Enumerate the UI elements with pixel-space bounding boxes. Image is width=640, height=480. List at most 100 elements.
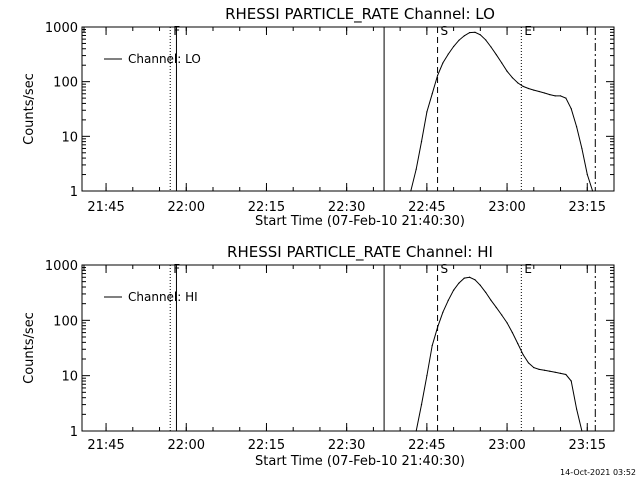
data-point xyxy=(549,93,551,96)
y-tick-label: 1 xyxy=(70,425,78,440)
data-point xyxy=(511,77,514,79)
data-point xyxy=(431,344,433,347)
x-tick-label: 22:45 xyxy=(408,200,445,215)
data-point xyxy=(522,85,524,87)
x-axis-label: Start Time (07-Feb-10 21:40:30) xyxy=(255,214,465,229)
data-point xyxy=(458,39,460,41)
data-point xyxy=(452,289,455,291)
data-point xyxy=(495,54,497,56)
data-point xyxy=(543,369,546,371)
data-point xyxy=(479,34,481,36)
data-point xyxy=(533,89,535,91)
data-point xyxy=(442,62,444,64)
data-point xyxy=(527,362,530,364)
data-point xyxy=(458,282,460,284)
data-point xyxy=(426,375,428,377)
data-point xyxy=(501,62,503,64)
data-point xyxy=(474,31,476,33)
data-point xyxy=(447,299,449,301)
data-point xyxy=(474,279,476,281)
data-point xyxy=(522,354,524,356)
data-point xyxy=(420,403,423,406)
data-point xyxy=(442,311,444,313)
data-point xyxy=(581,430,583,432)
chart-panel-2: RHESSI PARTICLE_RATE Channel: HI Counts/s… xyxy=(22,243,615,469)
chart-title: RHESSI PARTICLE_RATE Channel: HI xyxy=(227,243,493,262)
x-tick-label: 23:00 xyxy=(488,200,525,215)
data-point xyxy=(501,314,503,316)
x-tick-label: 22:00 xyxy=(168,200,205,215)
marker-label: E xyxy=(524,24,532,38)
y-tick-label: 10 xyxy=(61,130,78,145)
x-tick-label: 22:15 xyxy=(248,438,285,453)
data-point xyxy=(575,408,578,410)
data-point xyxy=(506,70,508,72)
data-point xyxy=(420,141,423,143)
x-tick-label: 22:30 xyxy=(328,438,365,453)
footer-timestamp: 14-Oct-2021 03:52 xyxy=(560,468,636,477)
data-point xyxy=(452,45,455,48)
data-point xyxy=(415,168,417,170)
y-tick-label: 1000 xyxy=(45,259,78,274)
plot-frame xyxy=(81,26,615,192)
data-point xyxy=(447,53,449,55)
legend-label: Channel: HI xyxy=(128,290,198,304)
data-point xyxy=(517,342,519,345)
data-point xyxy=(549,370,551,372)
data-point xyxy=(410,190,412,192)
data-point xyxy=(485,39,487,41)
series-line xyxy=(415,276,583,432)
data-point xyxy=(490,299,492,301)
data-point xyxy=(463,277,465,279)
y-tick-label: 1000 xyxy=(45,21,78,36)
data-point xyxy=(469,31,471,34)
data-point xyxy=(517,82,519,84)
x-tick-label: 21:45 xyxy=(87,200,124,215)
plot-frame xyxy=(81,264,615,432)
data-point xyxy=(565,373,567,376)
x-tick-label: 23:00 xyxy=(488,438,525,453)
data-point xyxy=(485,291,487,293)
y-tick-label: 100 xyxy=(53,76,78,91)
data-point xyxy=(554,95,556,97)
data-point xyxy=(586,173,588,176)
x-axis-label: Start Time (07-Feb-10 21:40:30) xyxy=(255,454,465,469)
x-tick-label: 23:15 xyxy=(569,438,606,453)
data-point xyxy=(495,306,497,309)
chart-panel-1: RHESSI PARTICLE_RATE Channel: LO Counts/s… xyxy=(22,5,615,229)
chart-title: RHESSI PARTICLE_RATE Channel: LO xyxy=(225,5,495,24)
data-point xyxy=(506,322,508,324)
y-tick-label: 100 xyxy=(53,314,78,329)
legend-label: Channel: LO xyxy=(128,52,201,66)
data-point xyxy=(559,95,562,97)
x-tick-label: 23:15 xyxy=(569,200,606,215)
data-point xyxy=(538,90,540,93)
data-point xyxy=(570,108,572,110)
data-point xyxy=(538,368,540,370)
data-point xyxy=(463,35,465,37)
marker-label: S xyxy=(441,262,449,276)
series-line xyxy=(410,31,594,192)
y-tick-label: 10 xyxy=(61,370,78,385)
y-tick-label: 1 xyxy=(70,185,78,200)
data-point xyxy=(415,430,417,432)
x-tick-label: 22:00 xyxy=(168,438,205,453)
data-point xyxy=(592,190,594,192)
data-point xyxy=(527,87,530,90)
data-point xyxy=(490,46,492,48)
x-tick-label: 22:15 xyxy=(248,200,285,215)
data-point xyxy=(570,380,572,382)
x-tick-label: 22:45 xyxy=(408,438,445,453)
x-tick-label: 21:45 xyxy=(87,438,124,453)
data-point xyxy=(511,332,514,334)
data-point xyxy=(559,372,562,374)
y-axis-label: Counts/sec xyxy=(22,73,37,145)
data-point xyxy=(479,284,481,286)
data-point xyxy=(543,92,546,94)
data-point xyxy=(436,326,439,328)
data-point xyxy=(554,371,556,373)
data-point xyxy=(426,111,428,113)
data-point xyxy=(431,93,433,95)
marker-label: E xyxy=(524,262,532,276)
